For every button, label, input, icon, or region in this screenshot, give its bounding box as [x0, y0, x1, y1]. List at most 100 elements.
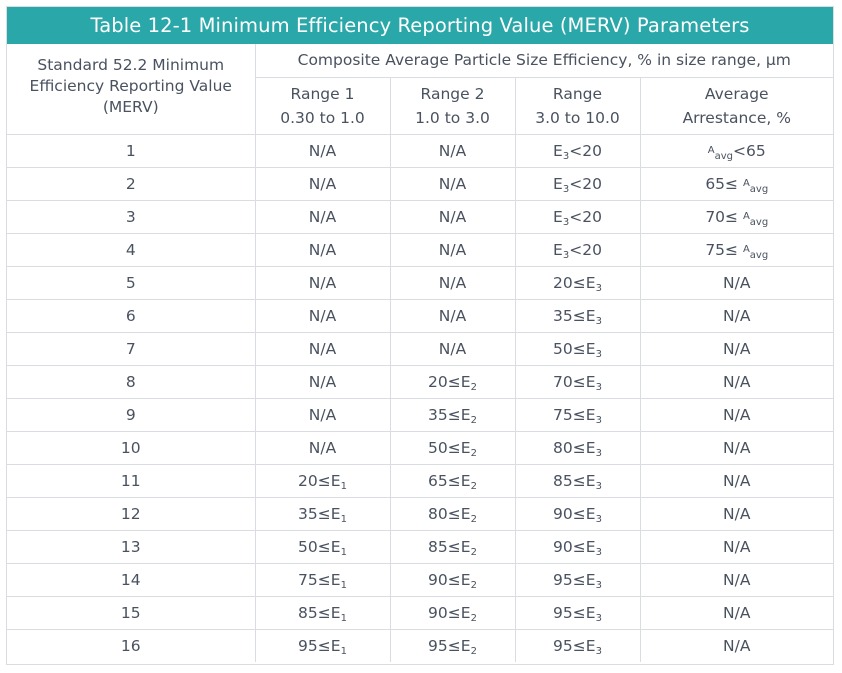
- merv-cell: 5: [7, 266, 256, 300]
- range2-cell: N/A: [389, 299, 516, 333]
- range1-cell: N/A: [254, 134, 391, 168]
- merv-cell: 1: [7, 134, 256, 168]
- range2-cell: N/A: [389, 233, 516, 267]
- range3-cell: E3<20: [514, 134, 641, 168]
- range1-cell: N/A: [254, 332, 391, 366]
- range1-cell: N/A: [254, 167, 391, 201]
- range1-cell: N/A: [254, 299, 391, 333]
- range3-cell: 95≤E3: [514, 563, 641, 597]
- merv-cell: 13: [7, 530, 256, 564]
- range3-cell: 20≤E3: [514, 266, 641, 300]
- range2-cell: 90≤E2: [389, 596, 516, 630]
- merv-cell: 14: [7, 563, 256, 597]
- table-row: 4 N/A N/A E3<20 75≤ Aavg: [7, 233, 834, 267]
- table-row: 5 N/A N/A 20≤E3 N/A: [7, 266, 834, 300]
- merv-cell: 12: [7, 497, 256, 531]
- merv-cell: 2: [7, 167, 256, 201]
- range3-header: Range 3.0 to 10.0: [514, 77, 641, 135]
- range3-cell: 85≤E3: [514, 464, 641, 498]
- table-body: 1 N/A N/A E3<20 Aavg<65 2 N/A N/A E3<20 65≤ Aavg 3…: [7, 134, 834, 662]
- merv-cell: 11: [7, 464, 256, 498]
- merv-table-frame: Table 12-1 Minimum Efficiency Reporting …: [6, 6, 834, 665]
- range1-cell: 50≤E1: [254, 530, 391, 564]
- range1-cell: N/A: [254, 365, 391, 399]
- table-row: 16 95≤E1 95≤E2 95≤E3 N/A: [7, 629, 834, 662]
- range2-cell: 35≤E2: [389, 398, 516, 432]
- merv-cell: 3: [7, 200, 256, 234]
- arrestance-cell: N/A: [639, 299, 834, 333]
- table-row: 13 50≤E1 85≤E2 90≤E3 N/A: [7, 530, 834, 564]
- table-row: 6 N/A N/A 35≤E3 N/A: [7, 299, 834, 333]
- merv-cell: 6: [7, 299, 256, 333]
- arrestance-cell: N/A: [639, 530, 834, 564]
- range2-cell: 65≤E2: [389, 464, 516, 498]
- range2-cell: N/A: [389, 167, 516, 201]
- range2-cell: N/A: [389, 266, 516, 300]
- range2-cell: 20≤E2: [389, 365, 516, 399]
- range3-cell: 70≤E3: [514, 365, 641, 399]
- range1-cell: N/A: [254, 431, 391, 465]
- range3-cell: E3<20: [514, 233, 641, 267]
- table-title: Table 12-1 Minimum Efficiency Reporting …: [7, 7, 833, 44]
- arrestance-cell: N/A: [639, 596, 834, 630]
- range2-cell: 80≤E2: [389, 497, 516, 531]
- range2-cell: N/A: [389, 134, 516, 168]
- range2-header: Range 2 1.0 to 3.0: [389, 77, 516, 135]
- arrestance-header: Average Arrestance, %: [639, 77, 834, 135]
- range1-cell: 95≤E1: [254, 629, 391, 662]
- range3-cell: 90≤E3: [514, 497, 641, 531]
- range3-cell: 95≤E3: [514, 629, 641, 662]
- merv-cell: 4: [7, 233, 256, 267]
- table-row: 2 N/A N/A E3<20 65≤ Aavg: [7, 167, 834, 201]
- range1-cell: N/A: [254, 266, 391, 300]
- arrestance-title: Average: [704, 85, 769, 103]
- range2-cell: 50≤E2: [389, 431, 516, 465]
- arrestance-cell: N/A: [639, 497, 834, 531]
- range1-cell: 35≤E1: [254, 497, 391, 531]
- range3-cell: 35≤E3: [514, 299, 641, 333]
- range3-title: Range: [552, 85, 603, 103]
- table-row: 7 N/A N/A 50≤E3 N/A: [7, 332, 834, 366]
- arrestance-cell: N/A: [639, 332, 834, 366]
- table-row: 10 N/A 50≤E2 80≤E3 N/A: [7, 431, 834, 465]
- range1-cell: N/A: [254, 233, 391, 267]
- range1-cell: 85≤E1: [254, 596, 391, 630]
- arrestance-cell: N/A: [639, 563, 834, 597]
- range1-cell: 20≤E1: [254, 464, 391, 498]
- arrestance-cell: N/A: [639, 365, 834, 399]
- merv-cell: 7: [7, 332, 256, 366]
- table-row: 1 N/A N/A E3<20 Aavg<65: [7, 134, 834, 168]
- range2-cell: 95≤E2: [389, 629, 516, 662]
- merv-cell: 15: [7, 596, 256, 630]
- table-row: 14 75≤E1 90≤E2 95≤E3 N/A: [7, 563, 834, 597]
- table-row: 9 N/A 35≤E2 75≤E3 N/A: [7, 398, 834, 432]
- range2-cell: 85≤E2: [389, 530, 516, 564]
- range3-cell: 75≤E3: [514, 398, 641, 432]
- arrestance-cell: 65≤ Aavg: [639, 167, 834, 201]
- range3-cell: 90≤E3: [514, 530, 641, 564]
- range1-subtitle: 0.30 to 1.0: [280, 109, 365, 127]
- range3-cell: E3<20: [514, 167, 641, 201]
- merv-column-header: Standard 52.2 Minimum Efficiency Reporti…: [7, 44, 256, 135]
- arrestance-cell: 75≤ Aavg: [639, 233, 834, 267]
- merv-cell: 10: [7, 431, 256, 465]
- range3-subtitle: 3.0 to 10.0: [535, 109, 620, 127]
- arrestance-cell: N/A: [639, 266, 834, 300]
- table-row: 8 N/A 20≤E2 70≤E3 N/A: [7, 365, 834, 399]
- range3-cell: 95≤E3: [514, 596, 641, 630]
- merv-cell: 9: [7, 398, 256, 432]
- arrestance-cell: 70≤ Aavg: [639, 200, 834, 234]
- range1-cell: 75≤E1: [254, 563, 391, 597]
- range3-cell: E3<20: [514, 200, 641, 234]
- range2-cell: N/A: [389, 332, 516, 366]
- range2-subtitle: 1.0 to 3.0: [415, 109, 490, 127]
- range2-cell: N/A: [389, 200, 516, 234]
- range1-cell: N/A: [254, 200, 391, 234]
- range2-cell: 90≤E2: [389, 563, 516, 597]
- merv-cell: 8: [7, 365, 256, 399]
- composite-efficiency-header: Composite Average Particle Size Efficien…: [254, 44, 834, 78]
- arrestance-cell: N/A: [639, 629, 834, 662]
- range1-title: Range 1: [290, 85, 355, 103]
- range3-cell: 50≤E3: [514, 332, 641, 366]
- arrestance-cell: N/A: [639, 398, 834, 432]
